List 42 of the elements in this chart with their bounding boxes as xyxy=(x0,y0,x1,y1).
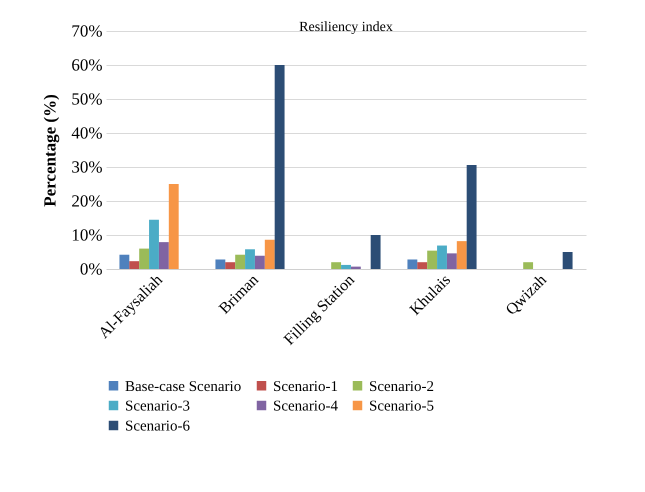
bar xyxy=(264,240,275,269)
bar xyxy=(274,65,285,269)
y-axis-title: Percentage (%) xyxy=(40,94,60,207)
legend-label: Scenario-2 xyxy=(369,378,434,395)
legend-label: Scenario-1 xyxy=(273,378,338,395)
bar xyxy=(235,254,246,269)
legend-label: Scenario-3 xyxy=(125,398,190,414)
y-tick-label: 10% xyxy=(71,226,102,244)
bar xyxy=(245,249,255,269)
y-tick-label: 20% xyxy=(71,192,102,210)
legend-label: Scenario-4 xyxy=(273,398,338,414)
legend-label: Scenario-5 xyxy=(369,398,434,414)
bar xyxy=(331,262,342,269)
bar xyxy=(215,259,226,269)
y-tick-label: 50% xyxy=(71,90,102,108)
bar xyxy=(370,235,381,269)
chart-title: Resiliency index xyxy=(299,20,393,35)
bar xyxy=(341,264,351,269)
bar xyxy=(139,248,150,269)
legend-label: Scenario-6 xyxy=(125,418,190,434)
bar xyxy=(254,256,265,269)
bar xyxy=(446,253,457,269)
bar xyxy=(427,250,438,269)
y-tick-label: 70% xyxy=(71,22,102,40)
bar xyxy=(158,242,169,269)
bar xyxy=(523,262,534,269)
y-tick-label: 0% xyxy=(80,260,102,278)
bar xyxy=(417,262,428,269)
bar xyxy=(562,252,573,269)
bar xyxy=(225,262,236,269)
legend-label: Base-case Scenario xyxy=(125,378,242,395)
y-tick-label: 30% xyxy=(71,158,102,176)
bar xyxy=(149,220,159,269)
bar xyxy=(407,259,418,269)
bar xyxy=(456,241,467,269)
bar xyxy=(129,261,140,269)
bar xyxy=(119,254,130,269)
bar xyxy=(466,164,477,269)
bar xyxy=(168,184,179,269)
y-tick-label: 60% xyxy=(71,56,102,74)
bar xyxy=(437,246,447,269)
y-tick-label: 40% xyxy=(71,124,102,142)
